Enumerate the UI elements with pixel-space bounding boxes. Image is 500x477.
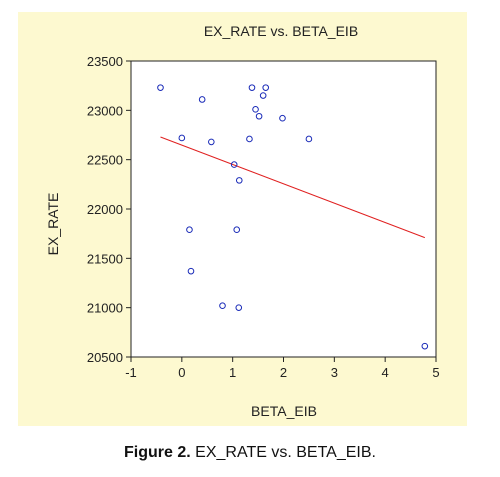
- figure-panel: EX_RATE vs. BETA_EIB EX_RATE BETA_EIB 20…: [18, 12, 467, 426]
- caption-label: Figure 2.: [124, 444, 191, 461]
- y-tick-label: 23000: [87, 103, 123, 118]
- data-point: [230, 161, 238, 168]
- data-point: [259, 92, 267, 99]
- data-point: [235, 304, 243, 311]
- data-point: [262, 84, 270, 91]
- x-tick-label: 0: [178, 365, 185, 380]
- x-tick-label: 2: [280, 365, 287, 380]
- caption-text: EX_RATE vs. BETA_EIB.: [190, 444, 376, 461]
- data-point: [187, 267, 195, 275]
- y-tick-label: 21500: [87, 251, 123, 266]
- y-axis-label: EX_RATE: [45, 193, 61, 256]
- data-point: [248, 84, 256, 91]
- plot-area: 20500 21000 21500 22000 22500 23000 23500 -1 0 1 2…: [87, 54, 440, 380]
- data-point: [305, 135, 313, 143]
- plot-frame: [130, 60, 437, 358]
- y-tick-label: 22000: [87, 202, 123, 217]
- x-tick-label: 1: [229, 365, 236, 380]
- data-point: [157, 84, 164, 91]
- data-point: [198, 96, 206, 103]
- x-tick-label: 3: [331, 365, 338, 380]
- x-tick-label: -1: [125, 365, 137, 380]
- y-tick-label: 21000: [87, 301, 123, 316]
- scatter-chart: EX_RATE vs. BETA_EIB EX_RATE BETA_EIB 20…: [45, 23, 440, 419]
- data-point: [255, 112, 263, 120]
- chart-title: EX_RATE vs. BETA_EIB: [204, 23, 358, 39]
- data-point: [252, 106, 259, 113]
- figure-caption: Figure 2. EX_RATE vs. BETA_EIB.: [0, 444, 500, 462]
- y-tick-label: 22500: [87, 153, 123, 168]
- y-tick-label: 23500: [87, 54, 123, 69]
- x-tick-label: 5: [432, 365, 439, 380]
- data-point: [233, 226, 241, 234]
- data-point: [421, 342, 429, 350]
- data-point: [279, 114, 286, 122]
- y-tick-label: 20500: [87, 350, 123, 365]
- x-tick-label: 4: [382, 365, 389, 380]
- data-point: [178, 134, 186, 142]
- x-axis-label: BETA_EIB: [251, 403, 317, 419]
- plot-background: [131, 61, 436, 357]
- fit-line: [160, 136, 425, 239]
- data-point: [186, 226, 193, 234]
- data-point: [235, 177, 243, 184]
- data-point: [246, 135, 253, 143]
- data-point: [219, 302, 226, 309]
- data-point: [208, 138, 215, 146]
